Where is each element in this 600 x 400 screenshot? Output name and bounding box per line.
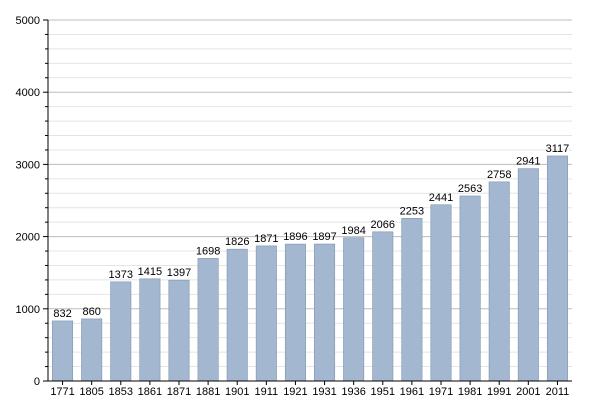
bar-value-label: 1896: [283, 231, 307, 243]
bar-value-label: 1698: [196, 245, 220, 257]
bar-value-label: 1826: [225, 236, 249, 248]
bar-value-label: 1415: [138, 266, 162, 278]
bar-2011: [546, 155, 568, 382]
bar-value-label: 3117: [546, 143, 570, 155]
y-tick-label: 5000: [16, 15, 40, 27]
y-tick-label: 4000: [16, 87, 40, 99]
bar-value-label: 2253: [400, 205, 424, 217]
y-tick-label: 1000: [16, 304, 40, 316]
x-tick-label: 1881: [196, 386, 220, 398]
bar-value-label: 832: [53, 308, 71, 320]
bar-1901: [226, 248, 248, 382]
bar-1991: [488, 181, 510, 382]
bar-1911: [255, 245, 277, 382]
x-tick-labels: 1771 1805 1853 1861 1871 1881 1901 1911 1921 1931…: [50, 386, 569, 398]
bar-value-label: 2441: [429, 192, 453, 204]
y-tick-label: 0: [34, 376, 40, 388]
axes: [43, 19, 572, 385]
bar-value-label: 1397: [167, 267, 191, 279]
x-tick-label: 2011: [546, 386, 570, 398]
bar-1961: [401, 218, 423, 382]
bar-1871: [168, 279, 190, 382]
bar-1921: [284, 243, 306, 382]
x-tick-label: 1981: [458, 386, 482, 398]
y-tick-labels: 0 1000 2000 3000 4000 5000: [16, 15, 40, 388]
y-tick-label: 3000: [16, 159, 40, 171]
x-tick-label: 1911: [255, 386, 279, 398]
bar-2001: [517, 168, 539, 382]
x-tick-label: 1991: [487, 386, 511, 398]
bar-1931: [314, 243, 336, 382]
x-tick-label: 1936: [341, 386, 365, 398]
bar-value-label: 2563: [458, 183, 482, 195]
bar-value-label: 1984: [341, 225, 365, 237]
bar-1936: [343, 237, 365, 382]
x-tick-label: 1931: [312, 386, 336, 398]
x-tick-label: 1861: [138, 386, 162, 398]
x-tick-label: 1961: [400, 386, 424, 398]
bar-value-label: 2941: [516, 156, 540, 168]
bar-value-label: 860: [82, 306, 100, 318]
bar-value-label: 1871: [254, 233, 278, 245]
bar-value-label: 1897: [312, 231, 336, 243]
bar-1981: [459, 195, 481, 382]
bar-value-label: 1373: [109, 269, 133, 281]
bar-1951: [372, 231, 394, 382]
bar-1971: [430, 204, 452, 382]
bar-1805: [81, 318, 103, 382]
x-tick-label: 1901: [225, 386, 249, 398]
bar-1881: [197, 258, 219, 382]
grid-lines: [48, 19, 572, 368]
y-tick-label: 2000: [16, 232, 40, 244]
x-tick-label: 2001: [516, 386, 540, 398]
bars: [52, 155, 568, 382]
x-tick-label: 1771: [50, 386, 74, 398]
x-tick-label: 1853: [109, 386, 133, 398]
x-tick-label: 1921: [283, 386, 307, 398]
x-tick-label: 1951: [371, 386, 395, 398]
bar-value-label: 2066: [371, 219, 395, 231]
bar-1861: [139, 278, 161, 382]
bar-1853: [110, 281, 132, 382]
x-tick-label: 1971: [429, 386, 453, 398]
value-labels: 832 860 1373 1415 1397 1698 1826 1871 1896 1897 19…: [53, 143, 569, 320]
x-tick-label: 1805: [79, 386, 103, 398]
bar-1771: [52, 320, 74, 382]
x-tick-label: 1871: [167, 386, 191, 398]
bar-value-label: 2758: [487, 169, 511, 181]
